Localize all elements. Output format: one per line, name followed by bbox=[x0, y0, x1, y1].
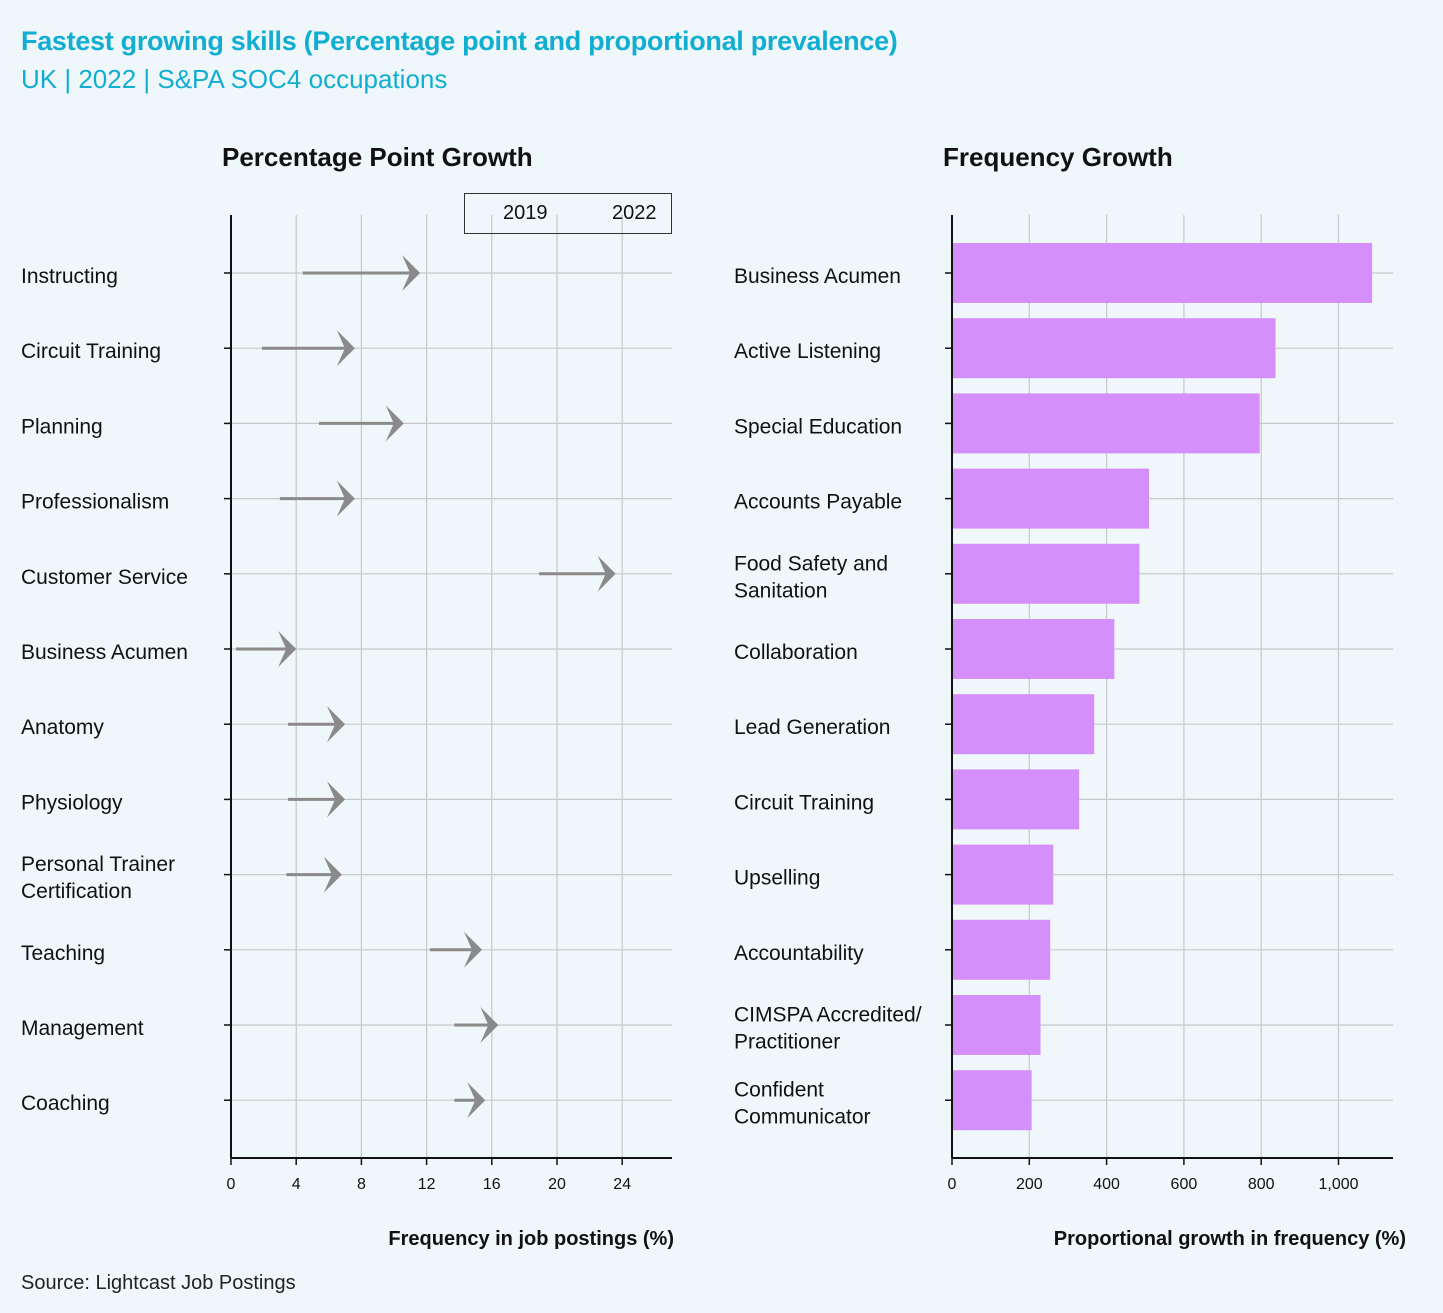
bar bbox=[952, 694, 1095, 755]
left-category-label: Certification bbox=[21, 880, 132, 903]
source-note: Source: Lightcast Job Postings bbox=[21, 1272, 296, 1294]
right-x-tick-label: 600 bbox=[1171, 1176, 1198, 1193]
left-category-label: Coaching bbox=[21, 1092, 110, 1115]
left-x-tick-label: 0 bbox=[227, 1176, 236, 1193]
left-category-label: Customer Service bbox=[21, 566, 188, 589]
right-x-tick-label: 200 bbox=[1016, 1176, 1043, 1193]
arrow-head bbox=[336, 480, 355, 517]
chart-title: Fastest growing skills (Percentage point… bbox=[21, 26, 898, 56]
bar bbox=[952, 919, 1051, 980]
arrow-head bbox=[278, 631, 297, 667]
left-x-tick-label: 16 bbox=[483, 1176, 501, 1193]
left-category-label: Planning bbox=[21, 415, 103, 438]
left-x-tick-label: 20 bbox=[548, 1176, 566, 1193]
arrow-head bbox=[464, 931, 483, 968]
arrow-head bbox=[327, 781, 346, 818]
arrow-head bbox=[323, 856, 342, 893]
bar bbox=[952, 619, 1115, 679]
left-category-label: Physiology bbox=[21, 791, 123, 814]
right-x-axis-label: Proportional growth in frequency (%) bbox=[1054, 1228, 1406, 1250]
left-category-label: Business Acumen bbox=[21, 641, 188, 664]
right-panel-title: Frequency Growth bbox=[943, 142, 1173, 172]
bar bbox=[952, 1070, 1032, 1131]
right-category-label: Special Education bbox=[734, 415, 902, 438]
bar bbox=[952, 468, 1150, 529]
bar bbox=[952, 393, 1260, 454]
right-category-label: Communicator bbox=[734, 1106, 871, 1129]
legend-label-2022: 2022 bbox=[612, 202, 657, 224]
chart-subtitle: UK | 2022 | S&PA SOC4 occupations bbox=[21, 64, 448, 94]
right-category-label: Circuit Training bbox=[734, 791, 874, 814]
left-category-label: Circuit Training bbox=[21, 340, 161, 363]
right-category-label: Collaboration bbox=[734, 641, 858, 664]
right-category-label: Active Listening bbox=[734, 340, 881, 363]
right-category-label: Practitioner bbox=[734, 1031, 840, 1054]
left-category-label: Instructing bbox=[21, 265, 118, 288]
left-x-axis-label: Frequency in job postings (%) bbox=[388, 1228, 674, 1250]
left-x-tick-label: 12 bbox=[418, 1176, 436, 1193]
left-category-label: Anatomy bbox=[21, 716, 104, 739]
bar bbox=[952, 844, 1054, 905]
arrow-head bbox=[402, 255, 421, 291]
arrow-head bbox=[467, 1082, 486, 1119]
right-category-label: Lead Generation bbox=[734, 716, 890, 739]
right-x-tick-label: 0 bbox=[948, 1176, 957, 1193]
bar bbox=[952, 995, 1041, 1055]
legend-label-2019: 2019 bbox=[503, 202, 548, 224]
arrow-head bbox=[597, 555, 616, 592]
right-x-tick-label: 1,000 bbox=[1318, 1176, 1358, 1193]
left-category-label: Personal Trainer bbox=[21, 853, 175, 876]
left-category-label: Teaching bbox=[21, 942, 105, 965]
left-category-label: Management bbox=[21, 1017, 144, 1040]
left-panel-title: Percentage Point Growth bbox=[222, 142, 533, 172]
right-category-label: Accounts Payable bbox=[734, 491, 902, 514]
left-x-tick-label: 4 bbox=[292, 1176, 301, 1193]
arrow-head bbox=[336, 330, 355, 367]
left-x-tick-label: 24 bbox=[613, 1176, 631, 1193]
bar bbox=[952, 243, 1373, 303]
bar bbox=[952, 318, 1276, 379]
bar bbox=[952, 769, 1080, 830]
right-category-label: Confident bbox=[734, 1079, 824, 1102]
left-category-label: Professionalism bbox=[21, 491, 169, 514]
left-x-tick-label: 8 bbox=[357, 1176, 366, 1193]
arrow-head bbox=[480, 1007, 499, 1043]
right-category-label: Food Safety and bbox=[734, 552, 888, 575]
right-category-label: Business Acumen bbox=[734, 265, 901, 288]
right-category-label: CIMSPA Accredited/ bbox=[734, 1004, 922, 1027]
right-category-label: Upselling bbox=[734, 867, 820, 890]
right-category-label: Accountability bbox=[734, 942, 864, 965]
arrow-head bbox=[327, 706, 346, 743]
right-category-label: Sanitation bbox=[734, 579, 827, 602]
arrow-head bbox=[385, 405, 404, 442]
right-x-tick-label: 400 bbox=[1093, 1176, 1120, 1193]
right-x-tick-label: 800 bbox=[1248, 1176, 1275, 1193]
bar bbox=[952, 543, 1140, 604]
legend: 2019 2022 bbox=[464, 193, 672, 234]
